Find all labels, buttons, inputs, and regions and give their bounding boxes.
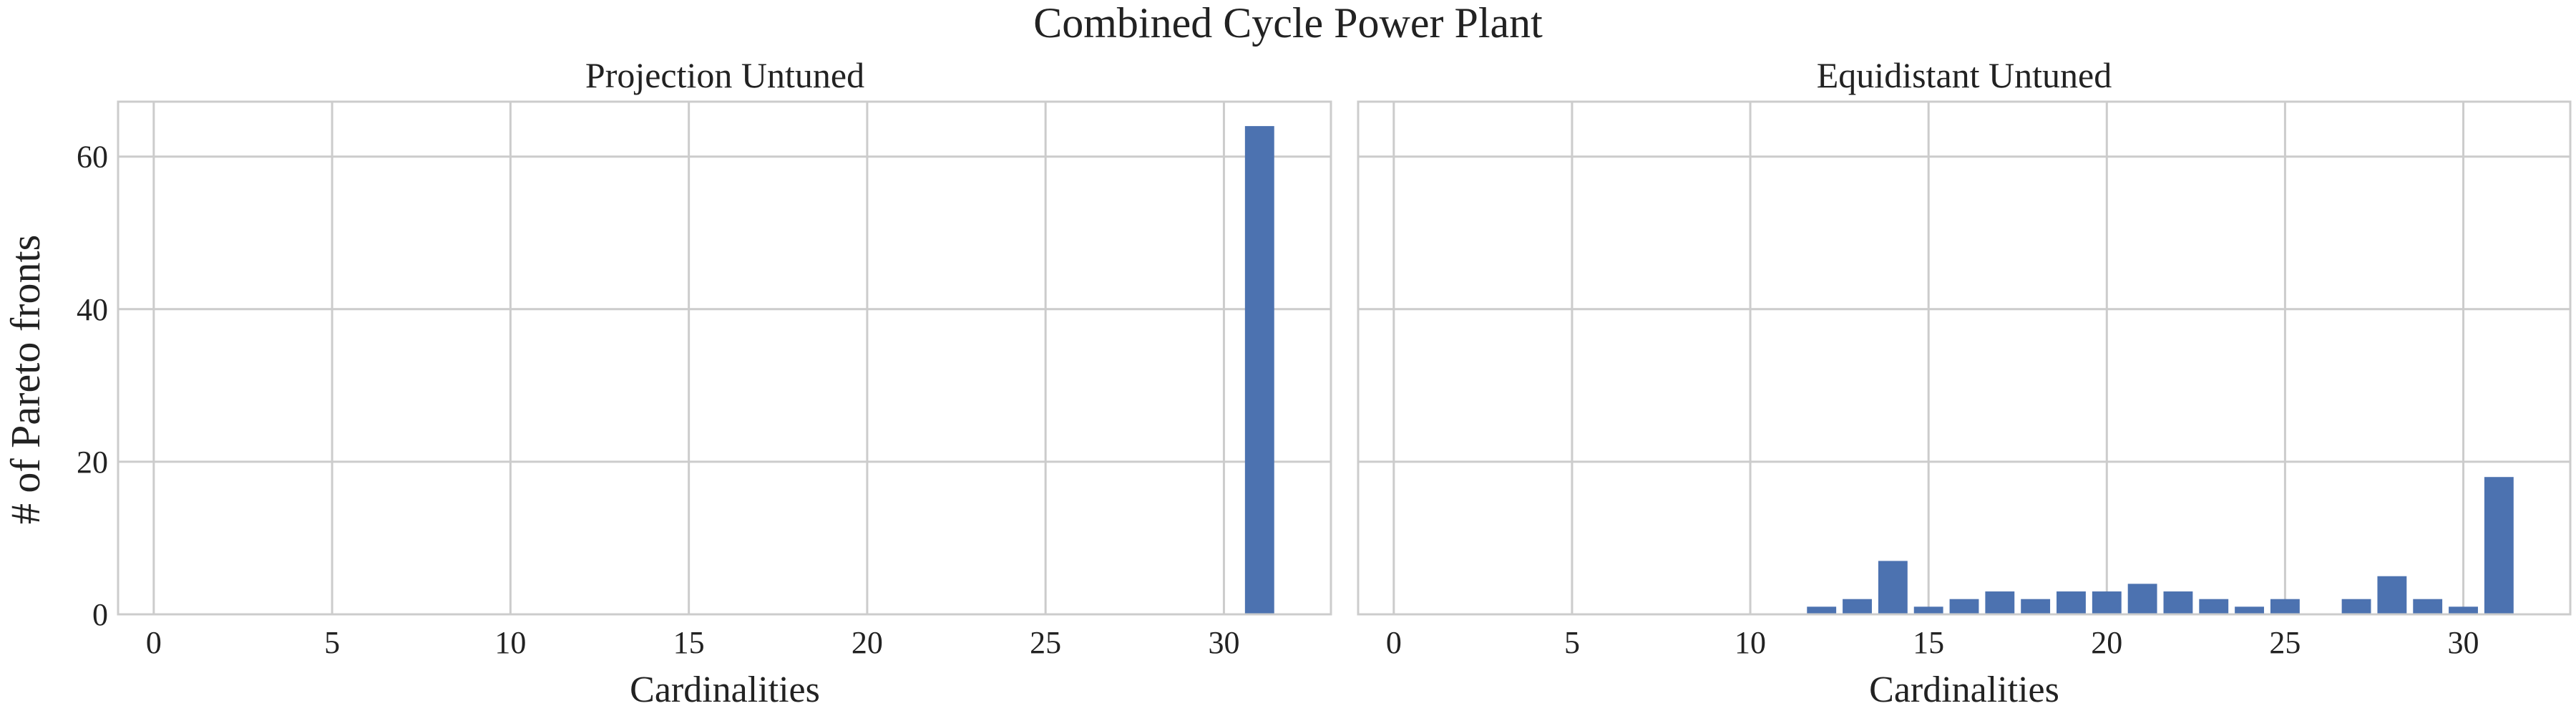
x-tick-label: 30 xyxy=(2448,625,2479,660)
y-axis-label: # of Pareto fronts xyxy=(2,235,49,524)
x-tick-label: 30 xyxy=(1208,625,1239,660)
x-tick-label: 0 xyxy=(1386,625,1402,660)
bar xyxy=(1843,599,1872,614)
panel-projection-untuned: Projection Untuned Cardinalities 0 5 10 15 2… xyxy=(77,55,1332,710)
plot-frame xyxy=(1357,100,2572,616)
bar xyxy=(2021,599,2051,614)
y-tick-label: 60 xyxy=(77,140,108,175)
bars xyxy=(1807,477,2514,614)
bar xyxy=(2092,591,2122,614)
y-tick-label: 40 xyxy=(77,292,108,327)
x-tick-label: 25 xyxy=(2269,625,2301,660)
gridlines xyxy=(1358,102,2570,616)
x-tick-label: 20 xyxy=(2091,625,2122,660)
x-tick-label: 10 xyxy=(494,625,526,660)
tick-labels: 0 5 10 15 20 25 30 0 20 40 60 xyxy=(77,140,1239,660)
x-tick-label: 0 xyxy=(146,625,162,660)
bar xyxy=(2057,591,2086,614)
bar xyxy=(2199,599,2229,614)
x-tick-label: 5 xyxy=(1564,625,1580,660)
plot-frame xyxy=(117,100,1332,616)
figure-title: Combined Cycle Power Plant xyxy=(1033,0,1543,47)
bar xyxy=(2127,584,2157,614)
bars xyxy=(1244,126,1274,615)
y-tick-label: 0 xyxy=(92,597,108,632)
panel-title: Equidistant Untuned xyxy=(1817,55,2112,95)
bar xyxy=(1244,126,1274,615)
bar xyxy=(2413,599,2443,614)
bar xyxy=(2449,606,2478,614)
bar xyxy=(1878,561,1908,614)
x-tick-label: 15 xyxy=(673,625,705,660)
x-tick-label: 15 xyxy=(1913,625,1944,660)
panel-title: Projection Untuned xyxy=(585,55,864,95)
x-tick-label: 25 xyxy=(1030,625,1061,660)
x-tick-label: 5 xyxy=(324,625,340,660)
bar xyxy=(2235,606,2265,614)
bar xyxy=(1985,591,2015,614)
bar xyxy=(1913,606,1943,614)
x-tick-label: 20 xyxy=(852,625,883,660)
x-axis-label: Cardinalities xyxy=(630,669,820,710)
tick-labels: 0 5 10 15 20 25 30 xyxy=(1386,625,2479,660)
bar xyxy=(1949,599,1979,614)
bar xyxy=(2484,477,2514,614)
x-axis-label: Cardinalities xyxy=(1869,669,2059,710)
bar xyxy=(1807,606,1837,614)
bar xyxy=(2163,591,2193,614)
x-tick-label: 10 xyxy=(1735,625,1766,660)
bar xyxy=(2341,599,2371,614)
y-tick-label: 20 xyxy=(77,445,108,480)
bar xyxy=(2270,599,2300,614)
panel-equidistant-untuned: Equidistant Untuned Cardinalities 0 5 10 15… xyxy=(1357,55,2572,710)
bar xyxy=(2377,576,2407,614)
gridlines xyxy=(118,102,1331,616)
